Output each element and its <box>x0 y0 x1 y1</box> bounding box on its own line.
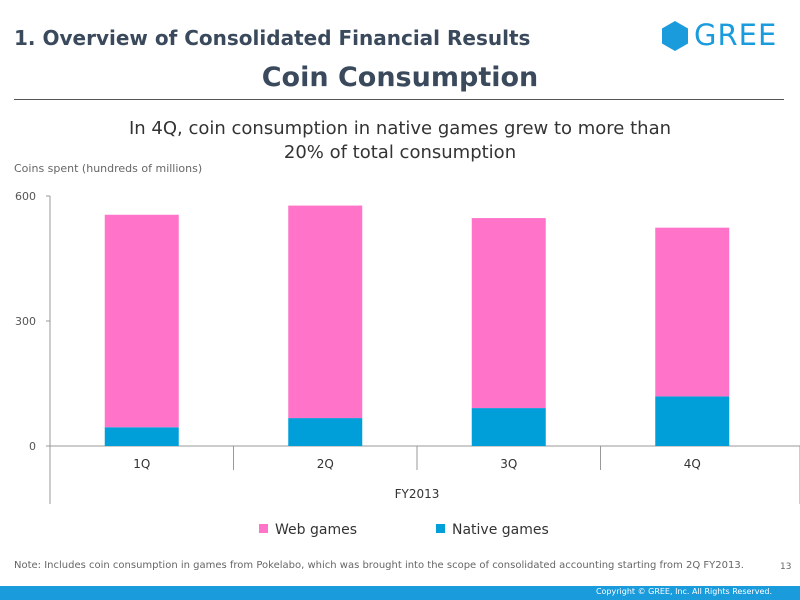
title-divider <box>14 99 784 100</box>
x-tick-label: 4Q <box>684 457 701 471</box>
legend-web-label: Web games <box>275 522 357 538</box>
headline: In 4Q, coin consumption in native games … <box>100 117 700 165</box>
legend-native-games: Native games <box>436 522 549 542</box>
footnote: Note: Includes coin consumption in games… <box>14 560 744 571</box>
bar-web-games-3q <box>471 218 546 409</box>
bar-web-games-2q <box>288 205 363 419</box>
legend-native-label: Native games <box>452 522 549 538</box>
gree-logo: GREE <box>660 18 780 52</box>
footer-bar: Copyright © GREE, Inc. All Rights Reserv… <box>0 586 800 600</box>
x-group-label: FY2013 <box>395 487 440 501</box>
bar-web-games-4q <box>655 227 730 397</box>
slide-title: Coin Consumption <box>261 62 539 93</box>
y-tick-label: 0 <box>29 440 36 453</box>
y-tick-label: 600 <box>15 190 36 203</box>
x-tick-label: 3Q <box>500 457 517 471</box>
copyright: Copyright © GREE, Inc. All Rights Reserv… <box>595 587 772 596</box>
bar-native-games-1q <box>104 427 179 446</box>
legend-native-swatch <box>436 523 445 533</box>
bar-native-games-4q <box>655 396 730 446</box>
section-title: 1. Overview of Consolidated Financial Re… <box>14 26 531 50</box>
y-tick-label: 300 <box>15 315 36 328</box>
legend-web-swatch <box>259 523 268 533</box>
gree-hexagon-icon <box>662 21 688 51</box>
bar-web-games-1q <box>104 214 179 428</box>
headline-line-1: In 4Q, coin consumption in native games … <box>128 118 672 139</box>
y-axis-label: Coins spent (hundreds of millions) <box>14 162 203 175</box>
bar-native-games-2q <box>288 418 363 446</box>
page-number: 13 <box>780 562 792 572</box>
x-tick-label: 2Q <box>317 457 334 471</box>
headline-line-2: 20% of total consumption <box>283 142 517 163</box>
bar-native-games-3q <box>471 408 546 446</box>
x-tick-label: 1Q <box>133 457 150 471</box>
legend-web-games: Web games <box>259 522 357 542</box>
logo-text: GREE <box>694 18 778 52</box>
